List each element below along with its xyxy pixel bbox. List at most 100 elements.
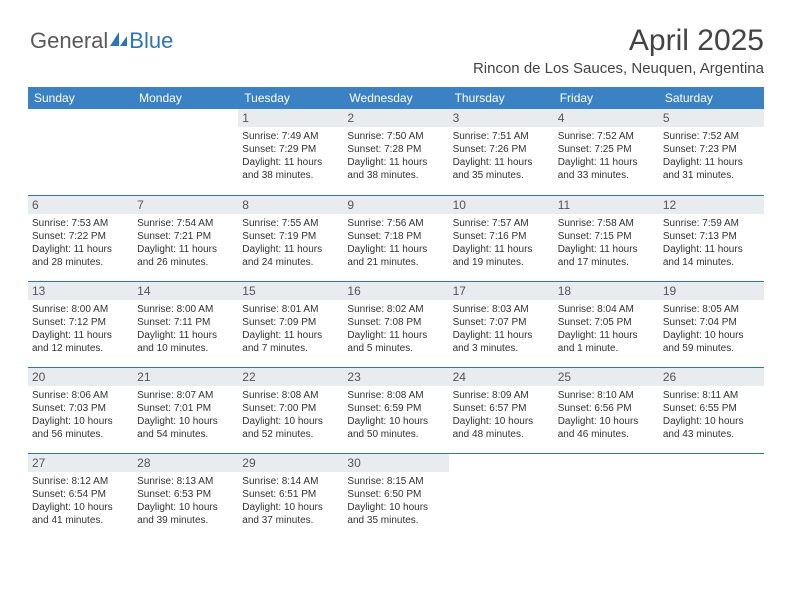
day-details: Sunrise: 8:07 AMSunset: 7:01 PMDaylight:… [137, 389, 234, 441]
sunset-text: Sunset: 7:28 PM [347, 143, 444, 156]
day-number: 30 [343, 454, 448, 472]
sunset-text: Sunset: 7:23 PM [663, 143, 760, 156]
calendar-week-row: 27Sunrise: 8:12 AMSunset: 6:54 PMDayligh… [28, 453, 764, 539]
weekday-header: Tuesday [238, 87, 343, 109]
sunset-text: Sunset: 6:54 PM [32, 488, 129, 501]
sunrise-text: Sunrise: 7:52 AM [558, 130, 655, 143]
daylight-text: Daylight: 10 hours and 52 minutes. [242, 415, 339, 441]
sunrise-text: Sunrise: 7:52 AM [663, 130, 760, 143]
sunrise-text: Sunrise: 8:08 AM [242, 389, 339, 402]
day-number: 5 [659, 109, 764, 127]
daylight-text: Daylight: 10 hours and 41 minutes. [32, 501, 129, 527]
daylight-text: Daylight: 11 hours and 3 minutes. [453, 329, 550, 355]
day-number: 1 [238, 109, 343, 127]
sunset-text: Sunset: 6:53 PM [137, 488, 234, 501]
calendar-week-row: 20Sunrise: 8:06 AMSunset: 7:03 PMDayligh… [28, 367, 764, 453]
sunset-text: Sunset: 7:22 PM [32, 230, 129, 243]
weekday-header: Monday [133, 87, 238, 109]
calendar-cell [659, 453, 764, 539]
sunset-text: Sunset: 7:12 PM [32, 316, 129, 329]
calendar-cell: 30 Sunrise: 8:15 AMSunset: 6:50 PMDayligh… [343, 453, 448, 539]
day-number: 18 [554, 282, 659, 300]
weekday-header: Sunday [28, 87, 133, 109]
day-details: Sunrise: 8:15 AMSunset: 6:50 PMDaylight:… [347, 475, 444, 527]
calendar-cell: 3Sunrise: 7:51 AMSunset: 7:26 PMDaylight… [449, 109, 554, 195]
daylight-text: Daylight: 10 hours and 35 minutes. [347, 501, 444, 527]
day-details: Sunrise: 8:10 AMSunset: 6:56 PMDaylight:… [558, 389, 655, 441]
sunrise-text: Sunrise: 7:56 AM [347, 217, 444, 230]
sunrise-text: Sunrise: 8:05 AM [663, 303, 760, 316]
sunset-text: Sunset: 7:04 PM [663, 316, 760, 329]
calendar-cell: 28 Sunrise: 8:13 AMSunset: 6:53 PMDayligh… [133, 453, 238, 539]
day-details: Sunrise: 7:57 AMSunset: 7:16 PMDaylight:… [453, 217, 550, 269]
day-details: Sunrise: 8:03 AMSunset: 7:07 PMDaylight:… [453, 303, 550, 355]
sunset-text: Sunset: 7:15 PM [558, 230, 655, 243]
day-number: 22 [238, 368, 343, 386]
daylight-text: Daylight: 11 hours and 1 minute. [558, 329, 655, 355]
daylight-text: Daylight: 11 hours and 24 minutes. [242, 243, 339, 269]
day-number: 4 [554, 109, 659, 127]
day-number: 3 [449, 109, 554, 127]
daylight-text: Daylight: 10 hours and 46 minutes. [558, 415, 655, 441]
day-details: Sunrise: 7:54 AMSunset: 7:21 PMDaylight:… [137, 217, 234, 269]
weekday-header: Saturday [659, 87, 764, 109]
day-number: 2 [343, 109, 448, 127]
calendar-week-row: 6Sunrise: 7:53 AMSunset: 7:22 PMDaylight… [28, 195, 764, 281]
calendar-cell: 17Sunrise: 8:03 AMSunset: 7:07 PMDayligh… [449, 281, 554, 367]
sunrise-text: Sunrise: 7:51 AM [453, 130, 550, 143]
sunrise-text: Sunrise: 8:06 AM [32, 389, 129, 402]
day-number: 29 [238, 454, 343, 472]
calendar-cell: 26Sunrise: 8:11 AMSunset: 6:55 PMDayligh… [659, 367, 764, 453]
day-number: 12 [659, 196, 764, 214]
day-number: 28 [133, 454, 238, 472]
calendar-cell: 2Sunrise: 7:50 AMSunset: 7:28 PMDaylight… [343, 109, 448, 195]
day-number: 9 [343, 196, 448, 214]
sunset-text: Sunset: 7:16 PM [453, 230, 550, 243]
calendar-cell: 27Sunrise: 8:12 AMSunset: 6:54 PMDayligh… [28, 453, 133, 539]
sunset-text: Sunset: 7:07 PM [453, 316, 550, 329]
day-details: Sunrise: 8:12 AMSunset: 6:54 PMDaylight:… [32, 475, 129, 527]
calendar-cell: 5Sunrise: 7:52 AMSunset: 7:23 PMDaylight… [659, 109, 764, 195]
daylight-text: Daylight: 11 hours and 35 minutes. [453, 156, 550, 182]
calendar-cell: 11Sunrise: 7:58 AMSunset: 7:15 PMDayligh… [554, 195, 659, 281]
sunrise-text: Sunrise: 7:49 AM [242, 130, 339, 143]
sunrise-text: Sunrise: 8:13 AM [137, 475, 234, 488]
sunrise-text: Sunrise: 8:04 AM [558, 303, 655, 316]
day-details: Sunrise: 7:55 AMSunset: 7:19 PMDaylight:… [242, 217, 339, 269]
day-number: 7 [133, 196, 238, 214]
sunset-text: Sunset: 7:21 PM [137, 230, 234, 243]
calendar-cell: 7 Sunrise: 7:54 AMSunset: 7:21 PMDaylight… [133, 195, 238, 281]
logo-text-1: General [30, 28, 108, 54]
sunset-text: Sunset: 6:59 PM [347, 402, 444, 415]
day-number: 16 [343, 282, 448, 300]
sunset-text: Sunset: 7:08 PM [347, 316, 444, 329]
logo-text-2: Blue [129, 28, 173, 54]
daylight-text: Daylight: 11 hours and 12 minutes. [32, 329, 129, 355]
calendar-cell: 25Sunrise: 8:10 AMSunset: 6:56 PMDayligh… [554, 367, 659, 453]
calendar-cell: 16Sunrise: 8:02 AMSunset: 7:08 PMDayligh… [343, 281, 448, 367]
day-details: Sunrise: 7:52 AMSunset: 7:25 PMDaylight:… [558, 130, 655, 182]
daylight-text: Daylight: 11 hours and 38 minutes. [242, 156, 339, 182]
sunset-text: Sunset: 7:11 PM [137, 316, 234, 329]
daylight-text: Daylight: 11 hours and 38 minutes. [347, 156, 444, 182]
daylight-text: Daylight: 10 hours and 54 minutes. [137, 415, 234, 441]
day-details: Sunrise: 7:59 AMSunset: 7:13 PMDaylight:… [663, 217, 760, 269]
day-number: 11 [554, 196, 659, 214]
weekday-header: Friday [554, 87, 659, 109]
sunset-text: Sunset: 7:29 PM [242, 143, 339, 156]
calendar-cell: 9Sunrise: 7:56 AMSunset: 7:18 PMDaylight… [343, 195, 448, 281]
day-number: 8 [238, 196, 343, 214]
daylight-text: Daylight: 11 hours and 17 minutes. [558, 243, 655, 269]
calendar-cell [449, 453, 554, 539]
daylight-text: Daylight: 10 hours and 39 minutes. [137, 501, 234, 527]
day-details: Sunrise: 8:11 AMSunset: 6:55 PMDaylight:… [663, 389, 760, 441]
calendar-cell: 10Sunrise: 7:57 AMSunset: 7:16 PMDayligh… [449, 195, 554, 281]
day-details: Sunrise: 8:13 AMSunset: 6:53 PMDaylight:… [137, 475, 234, 527]
sunrise-text: Sunrise: 7:53 AM [32, 217, 129, 230]
sunset-text: Sunset: 6:56 PM [558, 402, 655, 415]
sunset-text: Sunset: 6:57 PM [453, 402, 550, 415]
day-number: 21 [133, 368, 238, 386]
calendar-cell: 14Sunrise: 8:00 AMSunset: 7:11 PMDayligh… [133, 281, 238, 367]
day-details: Sunrise: 8:04 AMSunset: 7:05 PMDaylight:… [558, 303, 655, 355]
day-details: Sunrise: 8:01 AMSunset: 7:09 PMDaylight:… [242, 303, 339, 355]
